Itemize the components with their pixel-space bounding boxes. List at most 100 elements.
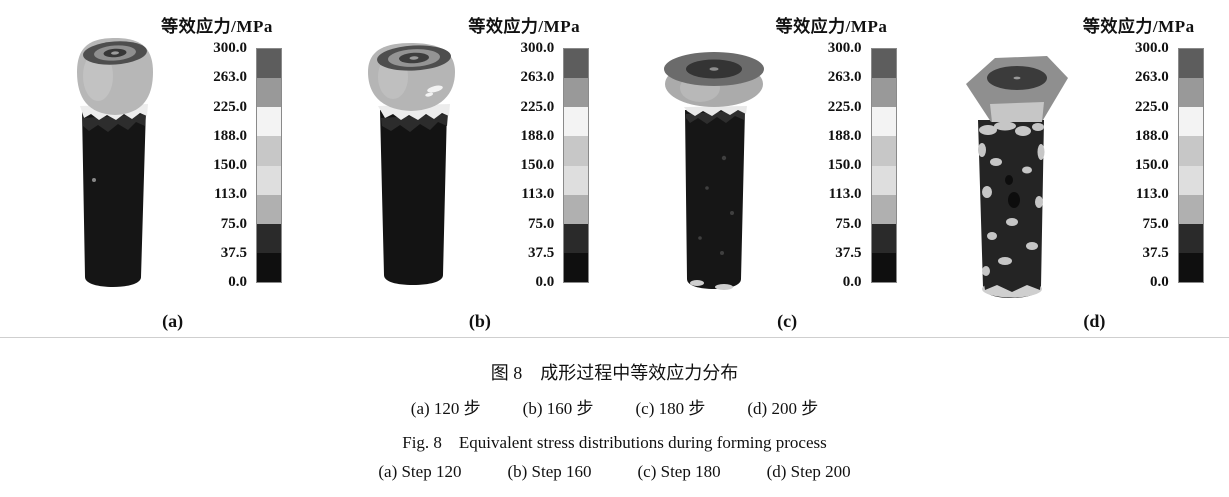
legend-color-band	[1178, 165, 1203, 195]
legend-tick-label: 37.5	[1142, 244, 1169, 261]
legend-tick-label: 75.0	[220, 215, 247, 232]
figure-panel-b: 等效应力/MPa 300.0 263.0 225.0 188.0 150.0 113.0 7…	[307, 0, 614, 337]
caption-title-en: Fig. 8 Equivalent stress distributions d…	[402, 433, 827, 452]
bolt-shaft	[683, 106, 747, 290]
panel-label-d: (d)	[1083, 311, 1106, 331]
legend-tick-labels: 300.0 263.0 225.0 188.0 150.0 113.0 75.0 37.5 0.…	[459, 40, 555, 290]
bolt-head	[965, 56, 1068, 122]
legend-tick-label: 300.0	[1135, 40, 1169, 56]
legend-tick-label: 0.0	[1150, 274, 1169, 290]
legend-color-band	[564, 49, 589, 79]
legend-color-band	[871, 107, 896, 137]
legend-tick-label: 150.0	[827, 157, 862, 173]
legend-tick-label: 75.0	[835, 215, 862, 232]
legend-color-band	[564, 136, 589, 166]
legend-tick-label: 113.0	[828, 186, 862, 203]
legend-tick-label: 113.0	[214, 186, 247, 203]
caption-subitems-zh: (a) 120 步 (b) 160 步 (c) 180 步 (d) 200 步	[0, 394, 1229, 419]
legend-color-band	[1178, 136, 1203, 166]
panel-label-c: (c)	[777, 311, 798, 331]
caption-item-en-b: (b) Step 160	[507, 462, 592, 481]
bolt-illustration-step-200	[965, 56, 1068, 298]
bolt-shaft	[378, 104, 451, 285]
caption-item-zh-c: (c) 180 步	[635, 399, 706, 418]
figure-panel-c: 等效应力/MPa 300.0 263.0 225.0 188.0 150.0 113.0 7…	[615, 0, 922, 337]
figure-panel-a: 等效应力/MPa 300.0 263.0 225.0 188.0 150.0 113.0 7…	[0, 0, 307, 337]
legend-color-band	[564, 107, 589, 137]
legend-color-band	[564, 252, 589, 282]
legend-colorbar	[563, 48, 590, 283]
legend-tick-label: 113.0	[1135, 186, 1169, 203]
legend-color-band	[1178, 223, 1203, 253]
legend-color-band	[564, 78, 589, 108]
bolt-illustration-step-160	[368, 43, 456, 285]
caption-subitems-en: (a) Step 120 (b) Step 160 (c) Step 180 (d) …	[0, 462, 1229, 482]
legend-tick-label: 37.5	[220, 244, 247, 261]
panel-label-b: (b)	[468, 311, 491, 331]
legend-color-band	[871, 223, 896, 253]
legend-color-band	[871, 136, 896, 166]
legend-color-band	[564, 194, 589, 224]
legend-tick-label: 150.0	[520, 157, 555, 173]
legend-color-band	[257, 49, 281, 79]
legend-tick-label: 0.0	[228, 274, 247, 290]
legend-tick-label: 188.0	[827, 127, 862, 144]
legend-colorbar	[870, 48, 897, 283]
legend-tick-label: 225.0	[1135, 98, 1169, 115]
legend-tick-labels: 300.0 263.0 225.0 188.0 150.0 113.0 75.0 37.5 0.…	[152, 41, 247, 290]
legend-tick-label: 75.0	[1142, 215, 1169, 232]
legend-tick-label: 300.0	[520, 40, 555, 56]
legend-tick-label: 263.0	[520, 69, 555, 86]
legend-tick-label: 0.0	[535, 274, 555, 290]
legend-tick-label: 263.0	[213, 69, 247, 86]
legend-tick-label: 225.0	[827, 98, 862, 115]
legend-tick-label: 188.0	[520, 127, 555, 144]
legend-color-band	[871, 194, 896, 224]
panel-label-a: (a)	[162, 311, 184, 331]
bolt-illustration-step-180	[663, 52, 764, 290]
caption-item-en-a: (a) Step 120	[378, 462, 462, 481]
caption-item-en-c: (c) Step 180	[637, 462, 721, 481]
legend-title: 等效应力/MPa	[775, 17, 888, 36]
legend-color-band	[257, 252, 281, 282]
legend-color-band	[257, 78, 281, 108]
figure-panels-row: 等效应力/MPa 300.0 263.0 225.0 188.0 150.0 113.0 7…	[0, 0, 1229, 338]
legend-color-band	[871, 165, 896, 195]
figure-panel-d: 等效应力/MPa 300.0 263.0 225.0 188.0 150.0 113.0 7…	[922, 0, 1229, 337]
legend-tick-label: 150.0	[213, 157, 247, 173]
caption-item-en-d: (d) Step 200	[766, 462, 851, 481]
legend-tick-label: 225.0	[520, 98, 555, 115]
stress-legend: 等效应力/MPa 300.0 263.0 225.0 188.0 150.0 113.0 7…	[767, 12, 897, 290]
legend-color-band	[564, 223, 589, 253]
legend-color-band	[871, 78, 896, 108]
caption-item-zh-a: (a) 120 步	[410, 399, 481, 418]
legend-color-band	[1178, 49, 1203, 79]
bolt-illustration-step-120	[77, 38, 153, 287]
bolt-head-top-face	[83, 41, 147, 65]
bolt-head	[663, 52, 764, 107]
legend-color-band	[871, 49, 896, 79]
legend-tick-label: 263.0	[827, 69, 862, 86]
legend-title: 等效应力/MPa	[468, 17, 581, 36]
legend-color-band	[257, 107, 281, 137]
legend-color-band	[1178, 78, 1203, 108]
stress-legend: 等效应力/MPa 300.0 263.0 225.0 188.0 150.0 113.0 7…	[1074, 12, 1204, 290]
legend-colorbar	[256, 48, 282, 283]
legend-tick-label: 150.0	[1135, 157, 1169, 173]
legend-color-band	[257, 194, 281, 224]
legend-tick-label: 225.0	[213, 98, 247, 115]
caption-title-zh: 图 8 成形过程中等效应力分布	[490, 363, 739, 383]
legend-color-band	[564, 165, 589, 195]
bolt-head-top-face	[377, 45, 452, 71]
stress-legend: 等效应力/MPa 300.0 263.0 225.0 188.0 150.0 113.0 7…	[152, 12, 282, 290]
legend-color-band	[1178, 107, 1203, 137]
legend-tick-label: 188.0	[1135, 127, 1169, 144]
legend-color-band	[1178, 194, 1203, 224]
legend-tick-label: 37.5	[835, 244, 862, 261]
bolt-shaft	[977, 120, 1045, 298]
legend-tick-labels: 300.0 263.0 225.0 188.0 150.0 113.0 75.0 37.5 0.…	[1074, 41, 1169, 290]
legend-tick-label: 0.0	[842, 274, 862, 290]
legend-tick-labels: 300.0 263.0 225.0 188.0 150.0 113.0 75.0 37.5 0.…	[767, 41, 862, 290]
bolt-shaft	[80, 104, 148, 287]
legend-color-band	[1178, 252, 1203, 282]
